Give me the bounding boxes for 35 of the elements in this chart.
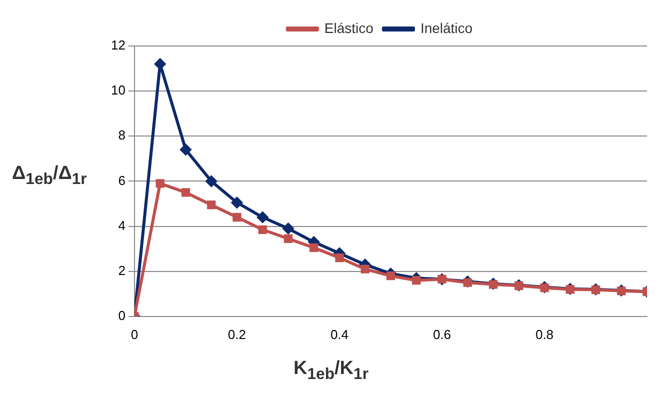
y-tick-label: 10 xyxy=(110,82,126,98)
point xyxy=(181,188,190,197)
point xyxy=(206,176,217,187)
x-tick-label: 0.4 xyxy=(330,326,349,342)
x-tick-label: 0 xyxy=(130,326,138,342)
point xyxy=(232,212,242,222)
x-tick-label: 0.2 xyxy=(228,326,246,342)
point xyxy=(540,283,549,292)
point xyxy=(488,280,498,289)
point xyxy=(282,223,294,234)
point xyxy=(231,197,242,208)
y-tick-label: 6 xyxy=(118,172,126,188)
point xyxy=(257,212,268,223)
point xyxy=(360,264,370,274)
point xyxy=(154,58,166,70)
point xyxy=(412,276,421,285)
point xyxy=(386,272,396,280)
y-axis-title: Δ$_{1eb}$/Δ$_{1r}$ xyxy=(12,163,87,189)
x-tick-label: 0.6 xyxy=(432,326,452,342)
x-tick-label: 0.8 xyxy=(535,326,554,342)
x-axis-title: K$_{1eb}$/K$_{1r}$ xyxy=(292,358,370,384)
y-tick-label: 0 xyxy=(118,308,126,323)
point xyxy=(180,144,192,156)
point xyxy=(258,225,267,234)
point xyxy=(284,234,293,243)
y-tick-label: 12 xyxy=(110,38,126,53)
legend-label: Elástico xyxy=(324,20,374,36)
y-tick-label: 2 xyxy=(118,262,126,278)
point xyxy=(156,179,164,188)
legend-label: Inelático xyxy=(420,20,473,36)
point xyxy=(310,243,318,252)
y-tick-label: 8 xyxy=(118,128,126,143)
y-tick-label: 4 xyxy=(118,218,126,233)
point xyxy=(207,200,216,210)
point xyxy=(335,253,344,262)
